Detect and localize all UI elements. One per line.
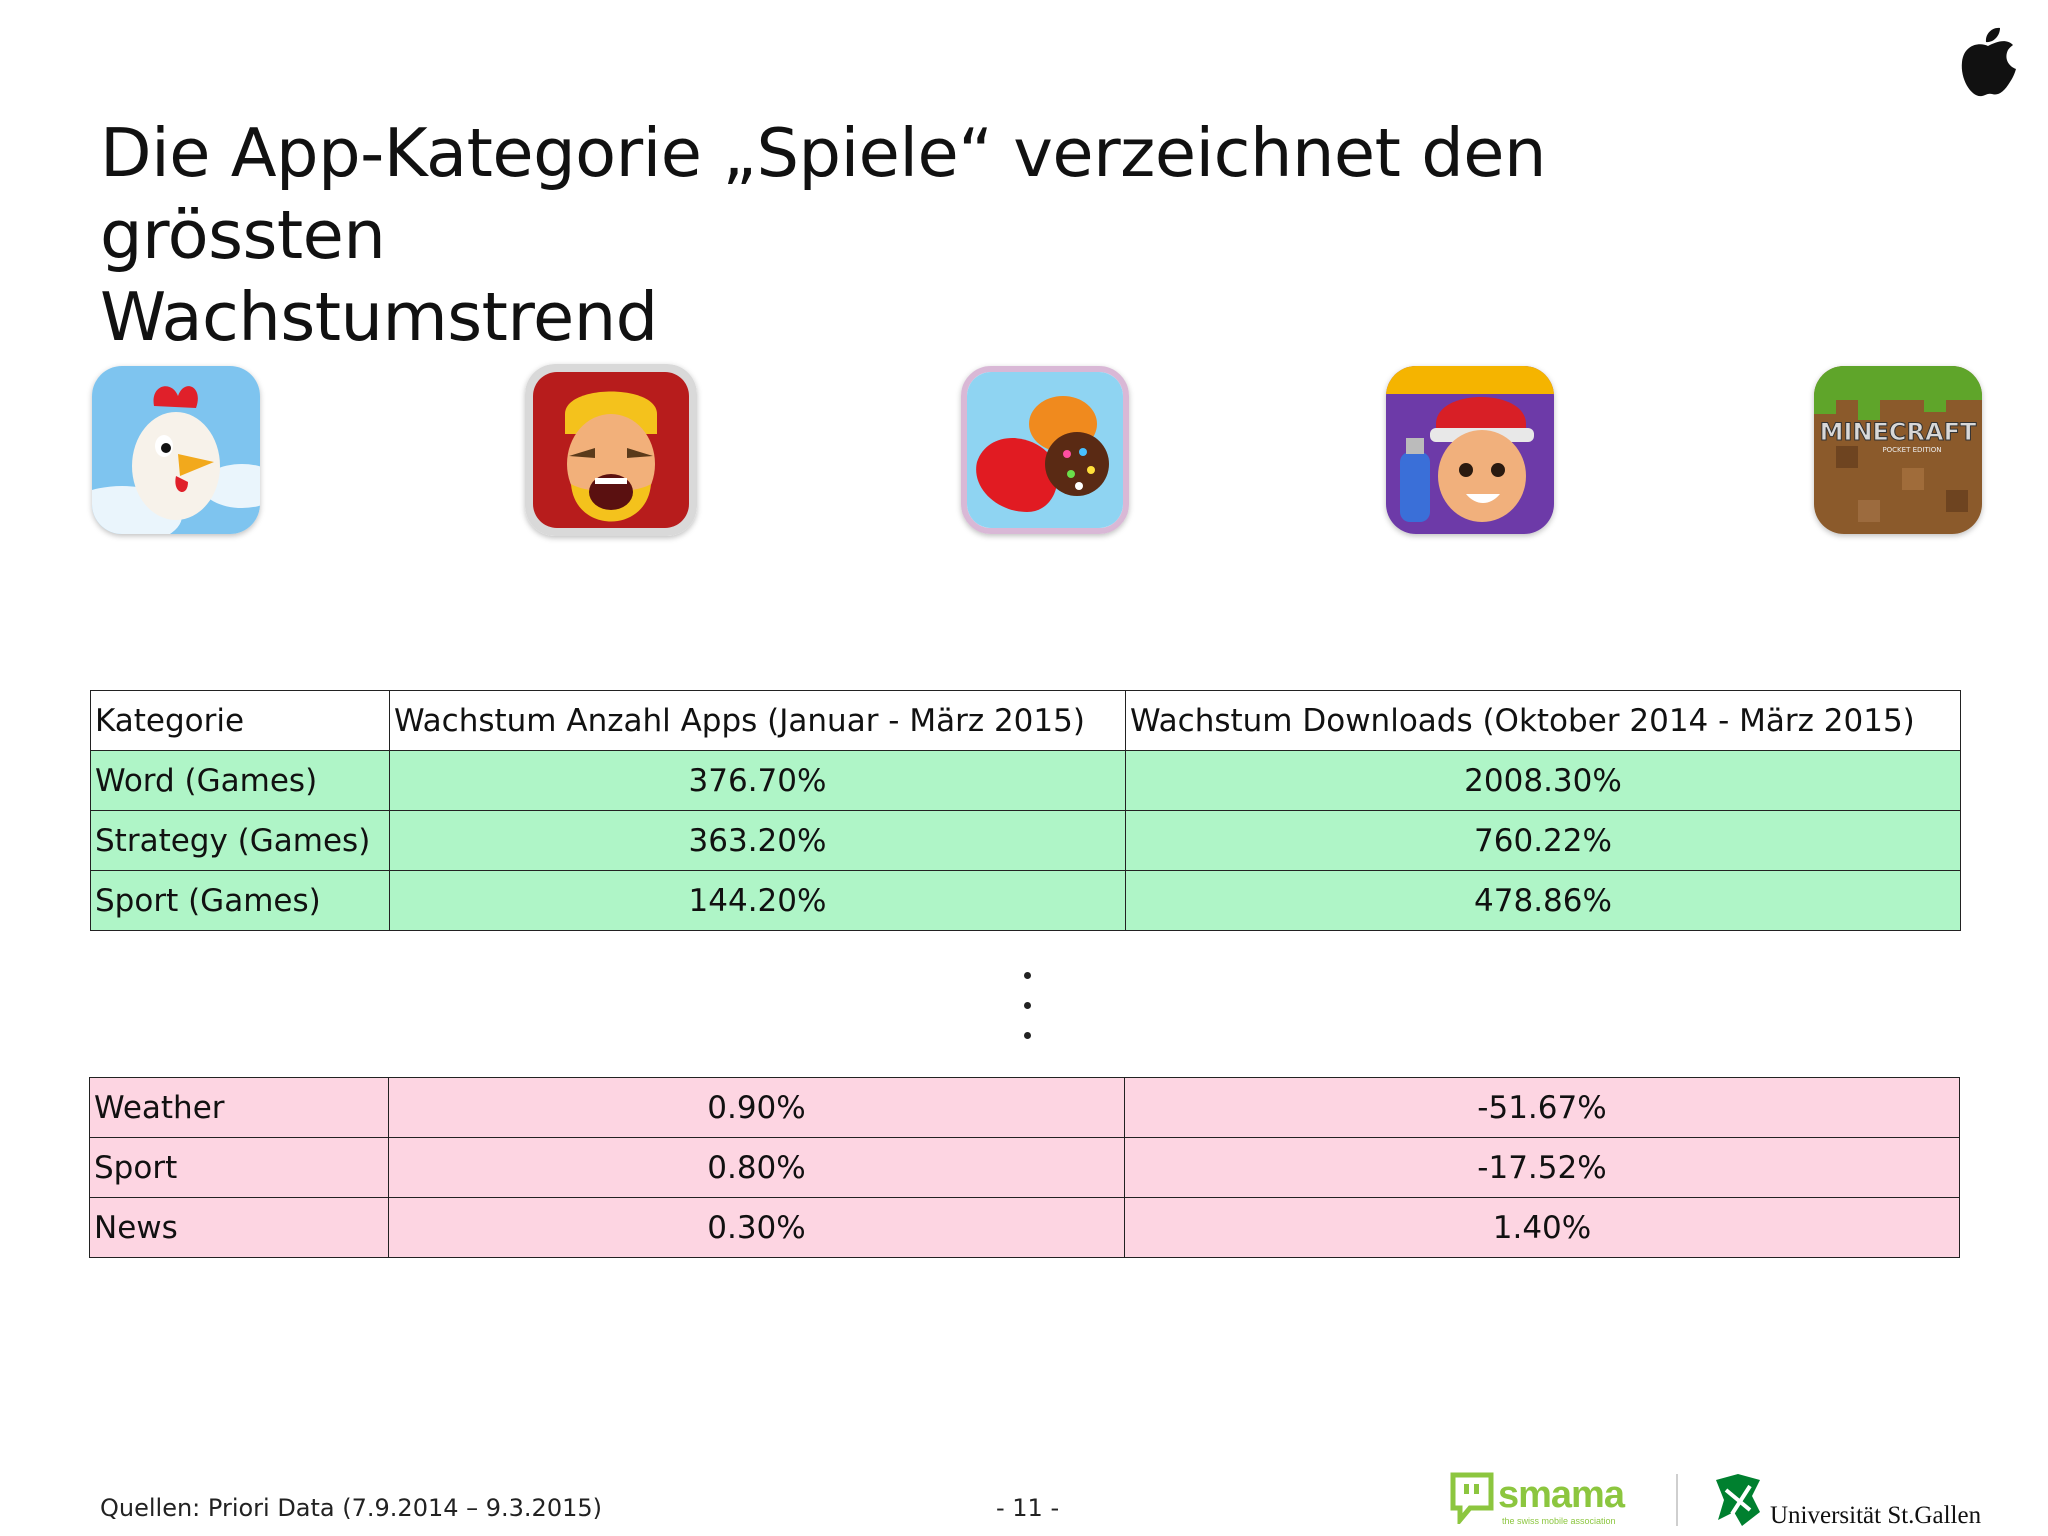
table-row: News 0.30% 1.40%: [89, 1197, 1960, 1258]
apps-growth-cell: 0.30%: [388, 1197, 1125, 1258]
smama-logo: smama the swiss mobile association: [1450, 1472, 1642, 1528]
university-name: Universität St.Gallen: [1770, 1502, 1982, 1529]
category-cell: Sport (Games): [90, 870, 390, 931]
minecraft-wordmark: MINECRAFT: [1820, 418, 1977, 446]
subway-surfers-icon: [1386, 366, 1554, 534]
apps-growth-cell: 144.20%: [389, 870, 1126, 931]
apps-growth-cell: 363.20%: [389, 810, 1126, 871]
table-row: Strategy (Games) 363.20% 760.22%: [90, 810, 1961, 871]
downloads-growth-cell: 760.22%: [1125, 810, 1961, 871]
title-line-2: Wachstumstrend: [100, 278, 658, 356]
category-cell: Weather: [89, 1077, 389, 1138]
downloads-growth-cell: -17.52%: [1124, 1137, 1960, 1198]
category-cell: Strategy (Games): [90, 810, 390, 871]
minecraft-icon: MINECRAFT POCKET EDITION: [1814, 366, 1982, 534]
bottom-growth-table: Weather 0.90% -51.67% Sport 0.80% -17.52…: [89, 1077, 1960, 1258]
apple-logo-icon: [1961, 27, 2016, 97]
downloads-growth-cell: 1.40%: [1124, 1197, 1960, 1258]
table-row: Sport 0.80% -17.52%: [89, 1137, 1960, 1198]
top-growth-table: Kategorie Wachstum Anzahl Apps (Januar -…: [90, 690, 1961, 931]
hsg-logo: Universität St.Gallen: [1712, 1472, 1981, 1529]
slide-title: Die App-Kategorie „Spiele“ verzeichnet d…: [100, 112, 1800, 358]
page-number: - 11 -: [996, 1494, 1060, 1522]
clash-of-clans-icon: [525, 364, 697, 536]
category-cell: News: [89, 1197, 389, 1258]
table-row: Sport (Games) 144.20% 478.86%: [90, 870, 1961, 931]
category-cell: Word (Games): [90, 750, 390, 811]
candy-crush-icon: [961, 366, 1129, 534]
smama-tagline: the swiss mobile association: [1502, 1516, 1616, 1526]
apps-growth-cell: 0.80%: [388, 1137, 1125, 1198]
header-downloads-growth: Wachstum Downloads (Oktober 2014 - März …: [1125, 690, 1961, 751]
downloads-growth-cell: 2008.30%: [1125, 750, 1961, 811]
category-cell: Sport: [89, 1137, 389, 1198]
table-row: Weather 0.90% -51.67%: [89, 1077, 1960, 1138]
title-line-1: Die App-Kategorie „Spiele“ verzeichnet d…: [100, 114, 1546, 274]
apps-growth-cell: 376.70%: [389, 750, 1126, 811]
downloads-growth-cell: -51.67%: [1124, 1077, 1960, 1138]
smama-bubble-icon: [1450, 1472, 1494, 1527]
header-kategorie: Kategorie: [90, 690, 390, 751]
smama-wordmark: smama: [1498, 1474, 1625, 1516]
minecraft-subtitle: POCKET EDITION: [1882, 446, 1941, 454]
table-header-row: Kategorie Wachstum Anzahl Apps (Januar -…: [90, 690, 1961, 751]
vertical-ellipsis: [1022, 972, 1032, 1046]
header-apps-growth: Wachstum Anzahl Apps (Januar - März 2015…: [389, 690, 1126, 751]
logo-divider: [1676, 1474, 1678, 1526]
footer-source: Quellen: Priori Data (7.9.2014 – 9.3.201…: [100, 1494, 602, 1522]
apps-growth-cell: 0.90%: [388, 1077, 1125, 1138]
table-row: Word (Games) 376.70% 2008.30%: [90, 750, 1961, 811]
hay-day-icon: [92, 366, 260, 534]
downloads-growth-cell: 478.86%: [1125, 870, 1961, 931]
hsg-emblem-icon: [1716, 1474, 1760, 1526]
